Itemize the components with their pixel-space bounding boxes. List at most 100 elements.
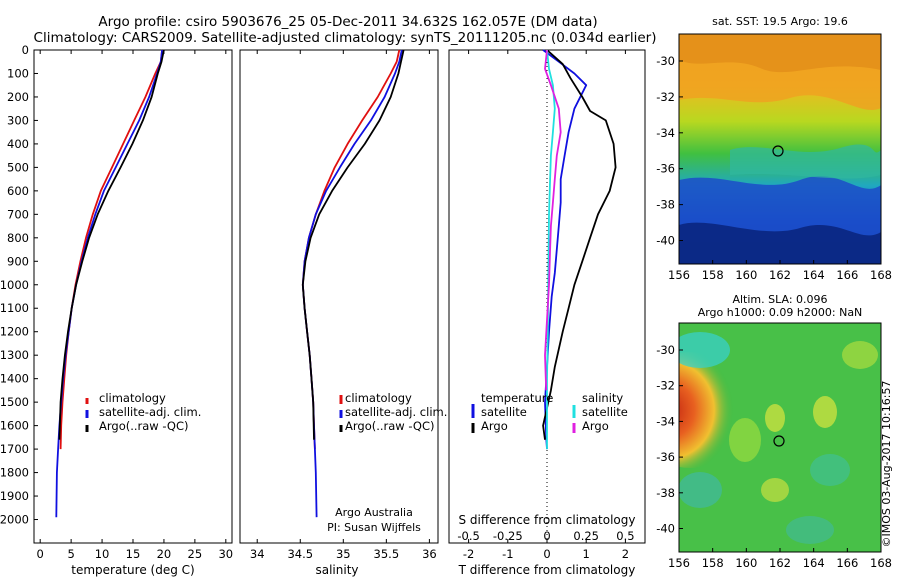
salinity-ticks: 34 34.5 35 35.5 36	[250, 50, 437, 561]
s-tick-label: 0.5	[616, 529, 634, 543]
sst-coldest-region	[679, 222, 881, 264]
legend-s-satellite: satellite	[582, 405, 628, 419]
series-line-climatology	[59, 49, 163, 450]
lon-tick-label: 162	[769, 556, 791, 570]
s-tick-label: 0.25	[573, 529, 599, 543]
sla-low-2	[810, 454, 850, 486]
sla-argo-marker	[773, 435, 785, 447]
lon-tick-label: 158	[702, 268, 724, 282]
series-line-t-argo	[542, 49, 617, 440]
lon-tick-label: 156	[668, 556, 690, 570]
s-tick-label: 0	[543, 529, 550, 543]
x-tick-label: 34.5	[287, 547, 313, 561]
salinity-series	[301, 49, 405, 518]
y-tick-label: 900	[7, 254, 29, 268]
lat-tick-label: -30	[656, 343, 675, 357]
s-tick-label: -0.25	[493, 529, 523, 543]
y-tick-label: 1600	[0, 419, 29, 433]
lat-tick-label: -30	[656, 54, 675, 68]
y-tick-label: 1900	[0, 489, 29, 503]
lon-tick-label: 156	[668, 268, 690, 282]
y-tick-label: 500	[7, 160, 29, 174]
lat-tick-label: -36	[656, 450, 675, 464]
x-tick-label: -1	[502, 547, 513, 561]
lon-tick-label: 162	[769, 268, 791, 282]
lon-tick-label: 160	[735, 268, 757, 282]
x-tick-label: 34	[250, 547, 265, 561]
y-tick-label: 800	[7, 231, 29, 245]
temperature-xlabel: temperature (deg C)	[71, 563, 194, 577]
x-tick-label: 2	[622, 547, 629, 561]
legend-satellite: satellite-adj. clim.	[99, 405, 201, 419]
legend-argo: Argo(..raw -QC)	[99, 419, 189, 433]
temperature-legend: climatology satellite-adj. clim. Argo(..…	[85, 391, 201, 433]
temperature-panel: 0100200300400500600700800900100011001200…	[0, 43, 233, 577]
legend-satellite: satellite-adj. clim.	[345, 405, 447, 419]
lon-tick-label: 164	[803, 556, 825, 570]
x-tick-label: 15	[126, 547, 141, 561]
sla-map: Altim. SLA: 0.096 Argo h1000: 0.09 h2000…	[656, 293, 892, 570]
lon-tick-label: 166	[836, 556, 858, 570]
sla-high-1	[729, 418, 761, 462]
legend-t-argo: Argo	[481, 419, 508, 433]
y-tick-label: 1000	[0, 278, 29, 292]
lat-tick-label: -34	[656, 126, 675, 140]
x-tick-label: 36	[422, 547, 437, 561]
sla-high-4	[842, 341, 878, 369]
x-tick-label: -2	[463, 547, 474, 561]
sla-low-3	[679, 472, 722, 508]
legend-salinity-title: salinity	[582, 391, 623, 405]
legend-s-argo: Argo	[582, 419, 609, 433]
lat-tick-label: -32	[656, 379, 675, 393]
s-diff-ticks: -0.5 -0.25 0 0.25 0.5	[457, 529, 634, 543]
x-tick-label: 10	[95, 547, 110, 561]
x-tick-label: 30	[218, 547, 233, 561]
series-line-s-argo	[544, 49, 562, 391]
sla-low-1	[679, 332, 730, 368]
salinity-xlabel: salinity	[315, 563, 358, 577]
temperature-series	[55, 49, 165, 518]
sst-warmest-region	[679, 34, 881, 73]
y-tick-label: 1800	[0, 466, 29, 480]
difference-legend: temperature satellite Argo salinity sate…	[471, 391, 628, 433]
sst-front	[730, 144, 881, 179]
s-tick-label: -0.5	[457, 529, 479, 543]
sla-high-5	[761, 478, 789, 502]
pi-text: PI: Susan Wijffels	[327, 521, 421, 534]
x-tick-label: 5	[67, 547, 74, 561]
y-tick-label: 1400	[0, 372, 29, 386]
salinity-axes	[239, 49, 439, 544]
sst-lon-ticks: 156 158 160 162 164 166 168	[668, 260, 892, 282]
sst-lat-ticks: -30 -32 -34 -36 -38 -40	[656, 54, 683, 248]
y-tick-label: 1100	[0, 301, 29, 315]
difference-panel: -2 -1 0 1 2 -0.5 -0.25 0 0.25 0.5 T difference f…	[448, 49, 646, 577]
y-tick-label: 0	[22, 43, 29, 57]
t-diff-xlabel: T difference from climatology	[458, 563, 636, 577]
sla-lon-ticks: 156 158 160 162 164 166 168	[668, 548, 892, 570]
lat-tick-label: -40	[656, 234, 675, 248]
y-tick-label: 1500	[0, 395, 29, 409]
series-line-argo-raw-qc	[58, 49, 165, 440]
y-tick-label: 1300	[0, 348, 29, 362]
lon-tick-label: 158	[702, 556, 724, 570]
y-tick-label: 400	[7, 137, 29, 151]
y-tick-label: 600	[7, 184, 29, 198]
x-tick-label: 0	[543, 547, 550, 561]
sla-low-4	[786, 516, 834, 544]
lat-tick-label: -40	[656, 522, 675, 536]
legend-t-satellite: satellite	[481, 405, 527, 419]
x-tick-label: 35.5	[374, 547, 400, 561]
y-tick-label: 2000	[0, 513, 29, 527]
imos-watermark: ©IMOS 03-Aug-2017 10:16:57	[880, 381, 893, 548]
lon-tick-label: 164	[803, 268, 825, 282]
legend-temperature-title: temperature	[481, 391, 553, 405]
lat-tick-label: -32	[656, 90, 675, 104]
legend-climatology: climatology	[99, 391, 166, 405]
s-diff-xlabel: S difference from climatology	[459, 513, 636, 527]
title-line-1: Argo profile: csiro 5903676_25 05-Dec-20…	[98, 14, 597, 30]
sla-warm-eddy	[679, 352, 745, 468]
legend-climatology: climatology	[345, 391, 412, 405]
sla-map-title-1: Altim. SLA: 0.096	[732, 293, 827, 306]
